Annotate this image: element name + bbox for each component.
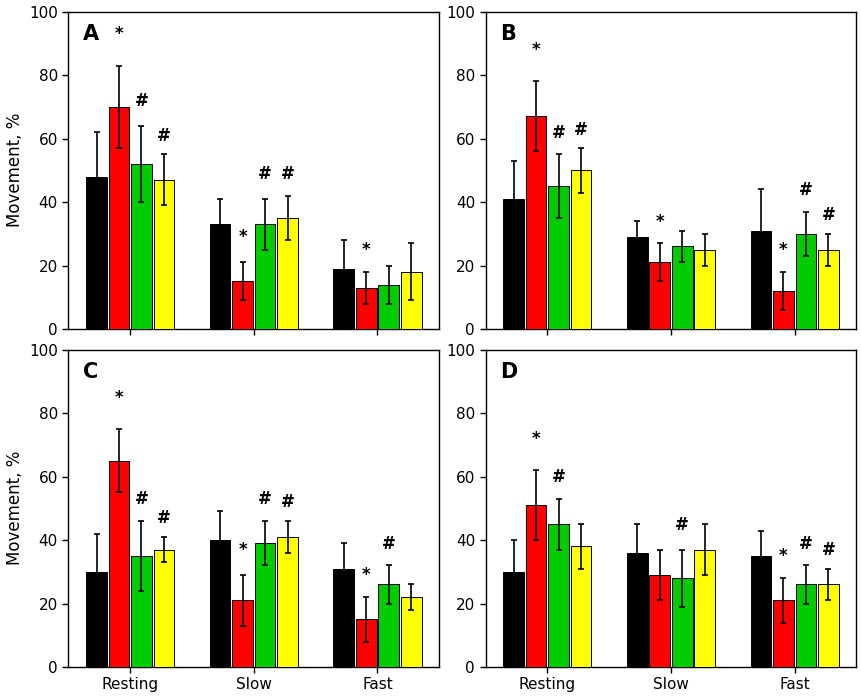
Bar <box>131 556 152 667</box>
Bar <box>232 600 252 667</box>
Text: *: * <box>531 430 540 448</box>
Bar <box>694 250 715 329</box>
Bar <box>86 177 107 329</box>
Bar <box>108 107 129 329</box>
Bar <box>648 262 669 329</box>
Bar <box>795 584 815 667</box>
Bar <box>525 117 546 329</box>
Bar <box>400 597 421 667</box>
Bar <box>209 224 230 329</box>
Y-axis label: Movement, %: Movement, % <box>5 113 23 228</box>
Bar <box>400 272 421 329</box>
Bar <box>795 234 815 329</box>
Bar <box>108 461 129 667</box>
Bar <box>772 291 793 329</box>
Text: #: # <box>674 516 689 534</box>
Text: C: C <box>84 362 98 383</box>
Text: *: * <box>362 242 370 259</box>
Text: A: A <box>84 24 99 44</box>
Text: *: * <box>654 213 663 230</box>
Text: #: # <box>798 535 812 553</box>
Text: #: # <box>134 92 148 110</box>
Bar <box>525 505 546 667</box>
Bar <box>333 569 354 667</box>
Bar <box>817 250 838 329</box>
Text: D: D <box>499 362 517 383</box>
Text: *: * <box>362 567 370 584</box>
Text: #: # <box>551 124 565 142</box>
Bar <box>671 578 691 667</box>
Bar <box>694 549 715 667</box>
Bar <box>503 572 523 667</box>
Bar <box>772 600 793 667</box>
Bar <box>232 281 252 329</box>
Text: *: * <box>115 25 123 43</box>
Text: *: * <box>238 541 246 559</box>
Text: #: # <box>798 181 812 199</box>
Text: #: # <box>281 493 294 512</box>
Bar <box>570 547 591 667</box>
Y-axis label: Movement, %: Movement, % <box>5 451 23 565</box>
Text: #: # <box>573 121 587 138</box>
Bar <box>503 199 523 329</box>
Bar <box>333 269 354 329</box>
Bar <box>86 572 107 667</box>
Bar <box>153 180 174 329</box>
Text: #: # <box>134 490 148 508</box>
Bar <box>648 575 669 667</box>
Text: *: * <box>531 41 540 59</box>
Bar <box>570 170 591 329</box>
Bar <box>750 230 771 329</box>
Bar <box>626 237 647 329</box>
Text: #: # <box>281 165 294 183</box>
Bar <box>378 285 399 329</box>
Bar <box>277 537 298 667</box>
Bar <box>277 218 298 329</box>
Text: #: # <box>257 490 272 508</box>
Text: #: # <box>157 127 170 145</box>
Text: B: B <box>499 24 516 44</box>
Bar <box>548 186 568 329</box>
Bar <box>626 553 647 667</box>
Text: #: # <box>157 510 170 528</box>
Text: #: # <box>821 206 834 224</box>
Bar <box>750 556 771 667</box>
Text: #: # <box>821 541 834 559</box>
Bar <box>131 164 152 329</box>
Bar <box>153 549 174 667</box>
Text: *: * <box>238 228 246 246</box>
Text: #: # <box>551 468 565 486</box>
Bar <box>356 619 376 667</box>
Text: *: * <box>778 242 787 259</box>
Bar <box>817 584 838 667</box>
Bar <box>255 543 276 667</box>
Bar <box>378 584 399 667</box>
Text: #: # <box>257 165 272 183</box>
Text: *: * <box>778 547 787 565</box>
Bar <box>209 540 230 667</box>
Bar <box>671 246 691 329</box>
Bar <box>255 224 276 329</box>
Text: #: # <box>381 535 395 553</box>
Text: *: * <box>115 389 123 407</box>
Bar <box>356 288 376 329</box>
Bar <box>548 524 568 667</box>
